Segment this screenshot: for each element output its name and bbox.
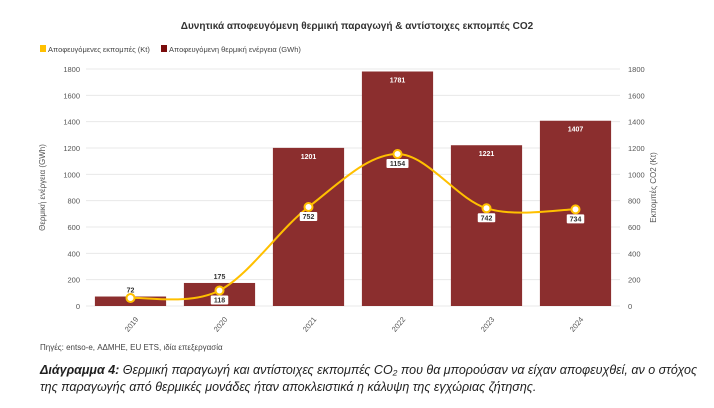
- source-note: Πηγές: entso-e, ΑΔΜΗΕ, EU ETS, ιδία επεξ…: [40, 343, 223, 352]
- y2-tick-label: 400: [628, 249, 641, 258]
- emissions-label-bg: [477, 213, 496, 223]
- emissions-value-label: 752: [303, 214, 315, 221]
- y2-tick-label: 1000: [628, 170, 645, 179]
- y2-tick-label: 1800: [628, 65, 645, 74]
- caption-label: Διάγραμμα 4:: [40, 363, 120, 377]
- y-tick-label: 0: [76, 302, 80, 311]
- y2-tick-label: 800: [628, 197, 641, 206]
- y-axis-label: Θερμική ενέργεια (GWh): [38, 144, 47, 231]
- bar-value-label: 175: [214, 274, 226, 281]
- emissions-value-label: 1154: [390, 161, 405, 168]
- bar-value-label: 1201: [301, 154, 317, 161]
- emissions-value-label: 742: [481, 215, 493, 222]
- x-tick-label: 2022: [390, 315, 408, 334]
- y-tick-label: 800: [67, 197, 80, 206]
- bar-value-label: 72: [127, 288, 135, 295]
- y-tick-label: 600: [67, 223, 80, 232]
- emissions-point-2022: [392, 149, 403, 160]
- x-tick-label: 2020: [212, 315, 230, 334]
- y2-tick-label: 1600: [628, 91, 645, 100]
- chart-title: Δυνητικά αποφευγόμενη θερμική παραγωγή &…: [181, 21, 534, 32]
- y2-axis-label: Εκπομπές CO2 (Kt): [649, 152, 658, 223]
- bar-value-label: 1407: [568, 127, 584, 134]
- bar-value-label: 1781: [390, 78, 406, 85]
- y2-tick-label: 200: [628, 276, 641, 285]
- y2-tick-label: 0: [628, 302, 632, 311]
- bar-2021: [272, 147, 345, 306]
- x-tick-label: 2021: [301, 315, 319, 334]
- emissions-value-label: 734: [570, 216, 582, 223]
- y-tick-label: 1200: [63, 144, 80, 153]
- bar-value-label: 1221: [479, 151, 495, 158]
- y-tick-label: 1000: [63, 170, 80, 179]
- y2-tick-label: 1200: [628, 144, 645, 153]
- x-tick-label: 2019: [123, 315, 141, 334]
- bar-2023: [450, 145, 523, 306]
- legend-swatch-energy: [161, 45, 167, 52]
- y-tick-label: 200: [67, 276, 80, 285]
- emissions-point-2024: [570, 204, 581, 215]
- emissions-label-bg: [386, 159, 409, 169]
- x-tick-label: 2024: [568, 315, 586, 334]
- legend-swatch-emissions: [40, 45, 46, 52]
- emissions-label-bg: [210, 295, 229, 305]
- caption-text: Θερμική παραγωγή και αντίστοιχες εκπομπέ…: [40, 363, 698, 394]
- emissions-point-2019: [125, 292, 136, 303]
- emissions-label-bg: [299, 211, 318, 221]
- y2-tick-label: 600: [628, 223, 641, 232]
- legend-label-energy: Αποφευγόμενη θερμική ενέργεια (GWh): [169, 45, 301, 54]
- figure-caption: Διάγραμμα 4: Θερμική παραγωγή και αντίστ…: [40, 362, 710, 396]
- bar-2022: [361, 71, 434, 306]
- chart: Δυνητικά αποφευγόμενη θερμική παραγωγή &…: [38, 21, 658, 334]
- y-tick-label: 1600: [63, 91, 80, 100]
- y-tick-label: 1800: [63, 65, 80, 74]
- legend-label-emissions: Αποφευγόμενες εκπομπές (Kt): [48, 45, 150, 54]
- x-tick-label: 2023: [479, 315, 497, 334]
- y-tick-label: 1400: [63, 118, 80, 127]
- y2-tick-label: 1400: [628, 118, 645, 127]
- emissions-label-bg: [566, 214, 585, 224]
- emissions-point-2020: [214, 285, 225, 296]
- emissions-point-2021: [303, 201, 314, 212]
- y-tick-label: 400: [67, 249, 80, 258]
- emissions-point-2023: [481, 203, 492, 214]
- emissions-value-label: 118: [214, 297, 225, 304]
